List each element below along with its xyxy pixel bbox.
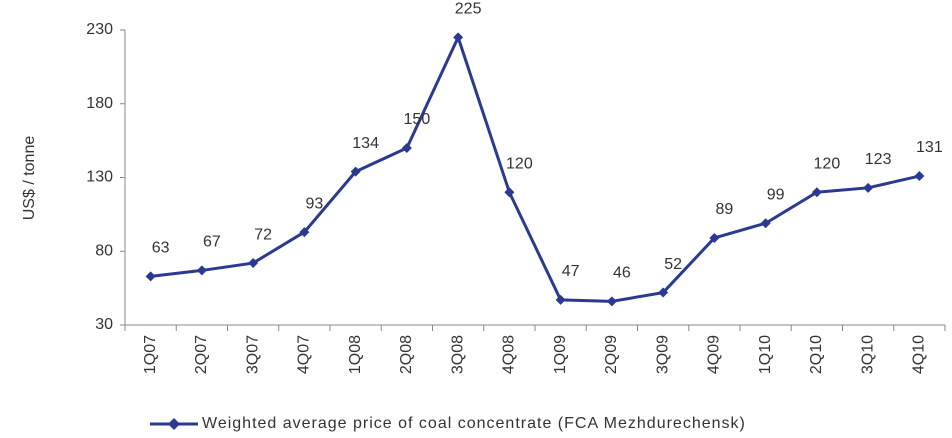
data-label: 93	[305, 195, 323, 212]
point	[914, 171, 925, 182]
x-tick-label: 4Q10	[911, 335, 928, 374]
x-tick-label: 1Q07	[142, 335, 159, 374]
x-tick-label: 3Q07	[244, 335, 261, 374]
data-label: 67	[203, 234, 221, 251]
x-tick-label: 3Q08	[449, 335, 466, 374]
x-tick-label: 4Q07	[296, 335, 313, 374]
legend-marker	[168, 418, 180, 430]
data-label: 63	[152, 240, 170, 257]
point	[248, 258, 259, 269]
data-label: 131	[916, 139, 943, 156]
x-tick-label: 2Q09	[603, 335, 620, 374]
data-label: 123	[865, 151, 892, 168]
point	[811, 187, 822, 198]
y-tick-label: 180	[86, 95, 113, 112]
point	[504, 187, 515, 198]
y-tick-label: 30	[95, 316, 113, 333]
point	[350, 166, 361, 177]
x-tick-label: 2Q07	[193, 335, 210, 374]
data-label: 225	[455, 1, 482, 18]
point	[863, 182, 874, 193]
point	[606, 296, 617, 307]
point	[299, 227, 310, 238]
x-tick-label: 1Q09	[552, 335, 569, 374]
data-label: 47	[562, 263, 580, 280]
point	[196, 265, 207, 276]
data-label: 120	[814, 155, 841, 172]
data-label: 89	[715, 201, 733, 218]
x-tick-label: 2Q08	[398, 335, 415, 374]
y-tick-label: 230	[86, 21, 113, 38]
x-tick-label: 1Q10	[757, 335, 774, 374]
series-line	[150, 33, 920, 303]
data-label: 52	[664, 256, 682, 273]
x-tick-label: 2Q10	[808, 335, 825, 374]
data-label: 99	[767, 186, 785, 203]
x-tick-label: 4Q08	[501, 335, 518, 374]
x-tick-label: 4Q09	[706, 335, 723, 374]
x-tick-label: 3Q09	[654, 335, 671, 374]
point	[145, 271, 156, 282]
point	[709, 232, 720, 243]
data-label: 134	[352, 135, 379, 152]
point	[401, 143, 412, 153]
y-tick-label: 130	[86, 169, 113, 186]
point	[555, 294, 566, 305]
legend-label: Weighted average price of coal concentra…	[202, 415, 746, 432]
point	[658, 287, 669, 298]
y-axis-label: US$ / tonne	[21, 136, 38, 221]
point	[760, 218, 771, 229]
data-label: 150	[404, 111, 431, 128]
point	[453, 32, 464, 43]
data-label: 120	[506, 155, 533, 172]
data-label: 72	[254, 226, 272, 243]
data-label: 46	[613, 265, 631, 282]
x-tick-label: 3Q10	[859, 335, 876, 374]
x-tick-label: 1Q08	[347, 335, 364, 374]
y-tick-label: 80	[95, 242, 113, 259]
